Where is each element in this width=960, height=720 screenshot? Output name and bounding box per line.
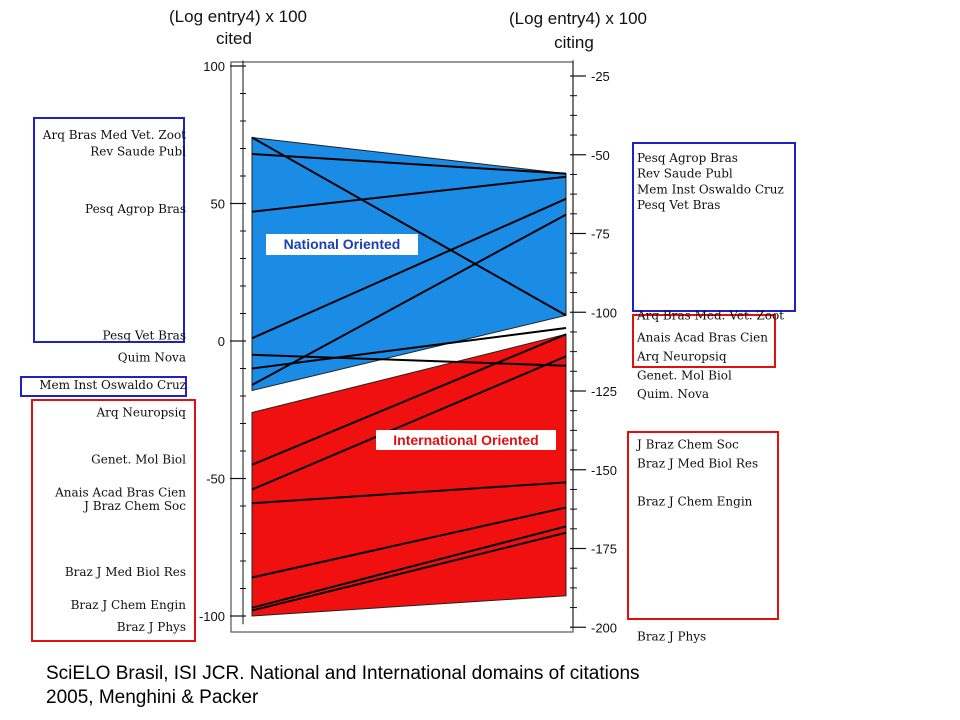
right-tick-label: -200 (591, 620, 617, 635)
left-label-braz-j-med-biol-res: Braz J Med Biol Res (65, 565, 186, 579)
right-label-braz-j-chem-engin: Braz J Chem Engin (637, 494, 753, 508)
region-labels: National Oriented International Oriented (266, 234, 556, 450)
region-label-national-oriented: National Oriented (284, 236, 401, 252)
journal-line-2 (251, 136, 567, 317)
right-tick-label: -175 (591, 542, 617, 557)
chart-text: (Log entry4) x 100 cited (Log entry4) x … (169, 7, 647, 52)
right-label-mem-inst-oswaldo-cruz: Mem Inst Oswaldo Cruz (637, 182, 784, 196)
citation-slope-chart: (Log entry4) x 100 cited (Log entry4) x … (20, 7, 796, 644)
label-boxes (20, 117, 796, 642)
caption-line-1: SciELO Brasil, ISI JCR. National and Int… (46, 663, 640, 684)
journal-line-3 (251, 175, 567, 213)
journal-line-6 (251, 353, 567, 367)
journal-labels: Arq Bras Med Vet. Zoot Rev Saude Publ Pesq… (39, 128, 784, 644)
right-axis-title-line2: citing (554, 33, 594, 52)
journal-line-13 (251, 531, 567, 612)
right-tick-label: -25 (591, 69, 610, 84)
right-label-quim-nova: Quim. Nova (637, 387, 709, 401)
left-label-j-braz-chem-soc: J Braz Chem Soc (82, 499, 186, 513)
left-tick-label: 0 (218, 334, 225, 349)
left-label-braz-j-phys: Braz J Phys (117, 620, 186, 634)
region-international-oriented (251, 333, 567, 617)
region-label-international-oriented: International Oriented (393, 432, 538, 448)
right-label-arq-bras-med-vet-zoot: Arq Bras Med. Vet. Zoot (636, 308, 784, 322)
right-label-pesq-agrop-bras: Pesq Agrop Bras (637, 151, 738, 165)
left-label-genet-mol-biol: Genet. Mol Biol (91, 452, 186, 466)
left-tick-label: 100 (203, 59, 225, 74)
right-label-braz-j-med-biol-res: Braz J Med Biol Res (637, 456, 758, 470)
right-box-red-3 (627, 431, 779, 620)
right-label-pesq-vet-bras: Pesq Vet Bras (637, 198, 720, 212)
left-label-rev-saude-publ: Rev Saude Publ (90, 144, 186, 158)
right-box-red-2 (632, 314, 776, 368)
right-label-j-braz-chem-soc: J Braz Chem Soc (635, 438, 739, 452)
left-axis-title-line2: cited (216, 29, 252, 48)
region-label-bg-national-oriented (266, 234, 418, 255)
journal-lines (251, 136, 567, 612)
journal-line-10 (251, 481, 567, 505)
right-tick-label: -75 (591, 227, 610, 242)
left-box-blue-1 (33, 117, 185, 343)
right-tick-label: -50 (591, 148, 610, 163)
right-label-braz-j-phys: Braz J Phys (637, 630, 706, 644)
left-tick-label: 50 (211, 197, 225, 212)
left-tick-label: -50 (206, 472, 225, 487)
journal-line-12 (251, 525, 567, 609)
axis-ticks: 100 50 0 -50 -100 -25 -50 -75 -100 -125 -150 -175 -2… (199, 59, 617, 635)
left-tick-label: -100 (199, 609, 225, 624)
figure-caption: SciELO Brasil, ISI JCR. National and Int… (46, 662, 640, 710)
journal-line-8 (251, 333, 567, 466)
left-label-arq-bras-med-vet-zoot: Arq Bras Med Vet. Zoot (42, 128, 186, 142)
journal-line-9 (251, 355, 567, 491)
region-label-bg-international-oriented (376, 430, 556, 450)
left-label-pesq-agrop-bras: Pesq Agrop Bras (85, 202, 186, 216)
journal-line-11 (251, 506, 567, 579)
right-label-rev-saude-publ: Rev Saude Publ (637, 167, 733, 181)
caption-line-2: 2005, Menghini & Packer (46, 687, 259, 708)
left-label-anais-acad-bras-cien: Anais Acad Bras Cien (54, 485, 186, 499)
right-axis-title-line1: (Log entry4) x 100 (509, 9, 647, 28)
right-label-anais-acad-bras-cien: Anais Acad Bras Cien (636, 330, 768, 344)
domain-regions (251, 136, 567, 617)
right-label-arq-neuropsiq: Arq Neuropsiq (636, 349, 727, 363)
right-tick-label: -100 (591, 305, 617, 320)
journal-line-1 (251, 153, 567, 175)
left-label-quim-nova: Quim Nova (118, 351, 186, 365)
left-box-red-3 (31, 399, 196, 642)
right-tick-label: -125 (591, 384, 617, 399)
left-label-mem-inst-oswaldo-cruz: Mem Inst Oswaldo Cruz (39, 378, 186, 392)
journal-line-4 (251, 197, 567, 340)
left-label-pesq-vet-bras: Pesq Vet Bras (103, 329, 186, 343)
right-label-genet-mol-biol: Genet. Mol Biol (637, 368, 732, 382)
journal-line-7 (251, 327, 567, 370)
left-label-braz-j-chem-engin: Braz J Chem Engin (71, 598, 187, 612)
left-box-blue-2 (20, 376, 187, 397)
left-axis-title-line1: (Log entry4) x 100 (169, 7, 307, 26)
left-label-arq-neuropsiq: Arq Neuropsiq (95, 406, 186, 420)
right-tick-label: -150 (591, 463, 617, 478)
right-box-blue-1 (632, 142, 796, 312)
